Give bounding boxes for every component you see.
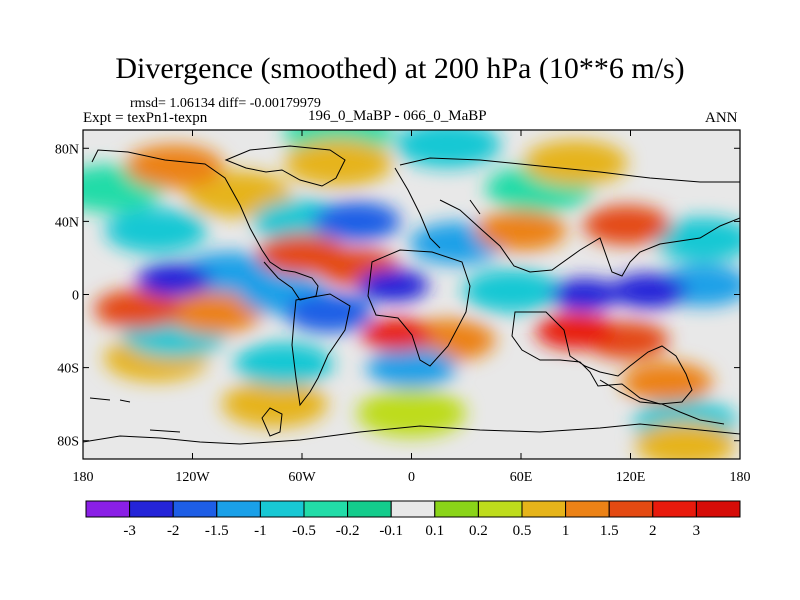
divergence-cell <box>124 144 224 189</box>
map-area <box>83 130 740 459</box>
colorbar-level-label: -1.5 <box>205 523 229 539</box>
colorbar-level-label: 3 <box>693 523 701 539</box>
divergence-cell <box>166 291 262 334</box>
colorbar-level-label: 0.2 <box>469 523 488 539</box>
colorbar-level-label: -3 <box>123 523 136 539</box>
divergence-cell <box>284 139 393 187</box>
y-tick-label: 80S <box>57 435 79 450</box>
colorbar-level-label: -1 <box>254 523 267 539</box>
y-tick-label: 40N <box>55 215 79 230</box>
divergence-cell <box>475 210 567 251</box>
y-tick-label: 40S <box>57 362 79 377</box>
experiment-label: Expt = texPn1-texpn <box>83 110 208 126</box>
colorbar-level-label: -2 <box>167 523 180 539</box>
y-tick-label: 0 <box>72 289 79 304</box>
colorbar-swatch <box>652 500 697 518</box>
divergence-cell <box>361 318 433 352</box>
divergence-cell <box>653 217 740 262</box>
x-tick-label: 180 <box>730 470 751 485</box>
colorbar-level-label: -0.1 <box>379 523 403 539</box>
divergence-cell <box>583 205 671 245</box>
colorbar-swatch <box>303 500 349 518</box>
divergence-cell <box>221 380 328 428</box>
divergence-cell <box>535 312 616 350</box>
divergence-cell <box>523 139 628 186</box>
colorbar-level-label: -0.5 <box>292 523 316 539</box>
y-axis: 80N 40N 0 40S 80S <box>55 142 740 450</box>
colorbar-swatch <box>477 500 523 518</box>
divergence-cell <box>462 268 562 313</box>
divergence-cell <box>356 389 467 438</box>
chart-title: Divergence (smoothed) at 200 hPa (10**6 … <box>115 52 685 85</box>
colorbar-swatch <box>608 500 654 518</box>
colorbar-swatch <box>695 500 741 518</box>
colorbar: -3 -2 -1.5 -1 -0.5 -0.2 -0.1 0.1 0.2 0.5 1 1.5 2 3 <box>85 500 741 539</box>
colorbar-swatch <box>172 500 218 518</box>
x-tick-label: 60E <box>510 470 533 485</box>
divergence-cell <box>93 289 182 329</box>
y-tick-label: 80N <box>55 142 79 157</box>
x-tick-label: 120E <box>616 470 646 485</box>
x-axis: 180 120W 60W 0 60E 120E 180 <box>73 130 751 485</box>
divergence-cell <box>550 278 620 311</box>
divergence-cell <box>285 293 374 333</box>
colorbar-swatch <box>434 500 479 518</box>
colorbar-level-label: 1.5 <box>600 523 619 539</box>
colorbar-level-label: 0.1 <box>425 523 444 539</box>
divergence-cell <box>185 170 292 218</box>
divergence-cell <box>104 207 208 254</box>
divergence-cell <box>312 201 401 242</box>
colorbar-swatch <box>390 500 436 518</box>
colorbar-swatch <box>129 500 174 518</box>
x-tick-label: 180 <box>73 470 94 485</box>
divergence-cell <box>357 268 429 302</box>
colorbar-swatch <box>216 500 261 518</box>
colorbar-swatch <box>347 500 392 518</box>
case-difference-label: 196_0_MaBP - 066_0_MaBP <box>308 108 487 124</box>
x-tick-label: 120W <box>175 470 210 485</box>
colorbar-swatch <box>85 500 131 518</box>
rmsd-diff-stats: rmsd= 1.06134 diff= -0.00179979 <box>130 96 321 111</box>
x-tick-label: 0 <box>408 470 415 485</box>
x-tick-label: 60W <box>288 470 316 485</box>
colorbar-swatch <box>259 500 305 518</box>
colorbar-level-label: 1 <box>562 523 570 539</box>
colorbar-level-label: -0.2 <box>336 523 360 539</box>
colorbar-swatch <box>565 500 610 518</box>
divergence-cell <box>395 130 501 169</box>
season-label: ANN <box>705 110 738 126</box>
divergence-cell <box>136 262 212 298</box>
divergence-field <box>83 130 740 459</box>
divergence-cell <box>366 347 457 388</box>
divergence-cell <box>621 361 713 403</box>
divergence-cell <box>234 342 334 386</box>
colorbar-swatch <box>521 500 567 518</box>
colorbar-level-label: 0.5 <box>513 523 532 539</box>
continent-outlines <box>83 145 740 445</box>
divergence-cell <box>610 273 688 309</box>
colorbar-level-label: 2 <box>649 523 657 539</box>
